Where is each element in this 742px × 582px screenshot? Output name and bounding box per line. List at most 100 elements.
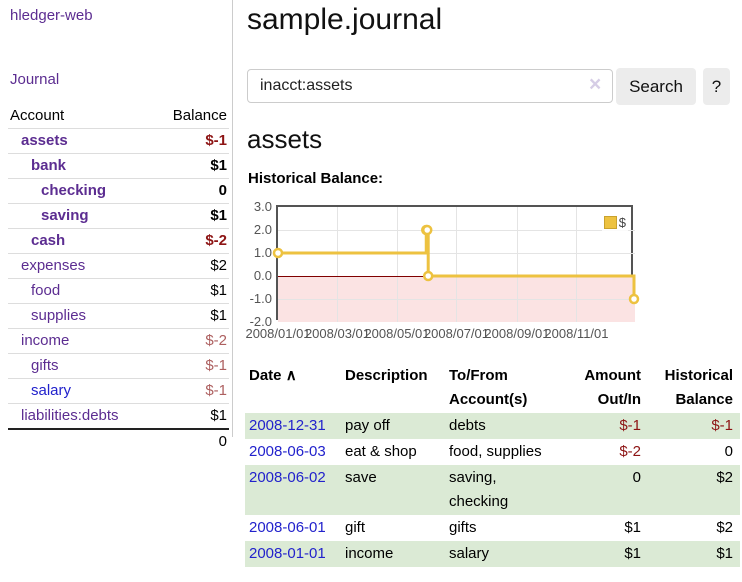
- accounts-table: Account Balance assets $-1 bank $1 check…: [8, 104, 229, 454]
- data-point-marker: [628, 293, 640, 305]
- account-link-saving[interactable]: saving: [41, 207, 89, 224]
- transaction-description: pay off: [345, 417, 390, 434]
- y-axis-tick-label: -1.0: [249, 291, 272, 306]
- y-axis-tick-label: 3.0: [253, 199, 272, 214]
- balance-header-line1: Historical: [664, 367, 733, 384]
- chart-gridline: [396, 207, 398, 322]
- account-row-assets: assets $-1: [8, 128, 229, 154]
- account-balance: $-1: [153, 378, 229, 404]
- register-header-description: Description: [345, 367, 428, 384]
- chart-legend: $: [601, 214, 628, 231]
- account-link-gifts[interactable]: gifts: [31, 357, 59, 374]
- transaction-amount: $-1: [619, 417, 641, 434]
- search-input[interactable]: [247, 69, 613, 103]
- account-balance: $1: [153, 278, 229, 304]
- register-header-row: Date ∧ Description To/From Account(s) Am…: [245, 363, 740, 413]
- transaction-amount: $1: [624, 545, 641, 562]
- account-link-bank[interactable]: bank: [31, 157, 67, 174]
- clear-search-icon[interactable]: ×: [589, 73, 602, 96]
- page-title: sample.journal: [247, 3, 443, 36]
- account-link-supplies[interactable]: supplies: [31, 307, 87, 324]
- transaction-amount: $1: [624, 519, 641, 536]
- transaction-description: gift: [345, 519, 366, 536]
- account-row-gifts: gifts $-1: [8, 353, 229, 379]
- transaction-accounts: salary: [449, 545, 490, 562]
- accounts-header-row: Account Balance: [8, 104, 229, 129]
- transaction-description: save: [345, 469, 377, 486]
- chart-gridline: [516, 207, 518, 322]
- legend-swatch-icon: [603, 216, 617, 229]
- account-balance: 0: [153, 178, 229, 204]
- account-heading: assets: [247, 124, 323, 154]
- app-title-link[interactable]: hledger-web: [10, 7, 93, 24]
- accounts-header-balance: Balance: [172, 107, 227, 124]
- y-axis-tick-label: -2.0: [249, 314, 272, 329]
- account-row-salary: salary $-1: [8, 378, 229, 404]
- y-axis-tick-label: 1.0: [253, 245, 272, 260]
- account-link-cash[interactable]: cash: [31, 232, 66, 249]
- account-balance: $-2: [153, 328, 229, 354]
- x-axis-tick-label: 2008/01/01: [245, 326, 311, 341]
- account-link-expenses[interactable]: expenses: [21, 257, 86, 274]
- account-row-checking: checking 0: [8, 178, 229, 204]
- account-row-liabilities-debts: liabilities:debts $1: [8, 403, 229, 429]
- x-axis-tick-label: 2008/11/01: [544, 326, 609, 341]
- transaction-date-link[interactable]: 2008-06-01: [249, 519, 326, 536]
- account-link-salary[interactable]: salary: [31, 382, 72, 399]
- chart-gridline: [337, 207, 339, 322]
- chart-title: Historical Balance:: [248, 170, 384, 187]
- account-row-cash: cash $-2: [8, 228, 229, 254]
- transaction-date-link[interactable]: 2008-01-01: [249, 545, 326, 562]
- register-table: Date ∧ Description To/From Account(s) Am…: [245, 363, 740, 567]
- account-row-supplies: supplies $1: [8, 303, 229, 329]
- register-row: 2008-01-01 income salary $1 $1: [245, 541, 740, 567]
- account-row-bank: bank $1: [8, 153, 229, 179]
- sidebar: hledger-web Journal Account Balance asse…: [0, 0, 233, 454]
- transaction-date-link[interactable]: 2008-12-31: [249, 417, 326, 434]
- account-balance: $1: [153, 153, 229, 179]
- search-button[interactable]: Search: [616, 68, 696, 105]
- register-header-amount: Amount Out/In: [545, 363, 643, 413]
- x-axis-tick-label: 2008/09/01: [484, 326, 550, 341]
- chart-gridline: [576, 207, 578, 322]
- chart-gridline: [456, 207, 458, 322]
- amount-header-line2: Out/In: [597, 391, 641, 408]
- help-button[interactable]: ?: [703, 68, 730, 105]
- account-balance: $2: [153, 253, 229, 279]
- transaction-accounts: food, supplies: [449, 443, 542, 460]
- account-balance: $-2: [153, 228, 229, 254]
- transaction-balance: $2: [716, 469, 733, 486]
- register-header-date[interactable]: Date ∧: [245, 363, 341, 413]
- sidebar-item-journal[interactable]: Journal: [10, 71, 60, 88]
- balance-series: [272, 224, 640, 305]
- account-row-income: income $-2: [8, 328, 229, 354]
- transaction-accounts: saving, checking: [449, 469, 509, 510]
- account-balance: $1: [153, 403, 229, 429]
- account-balance: $-1: [153, 128, 229, 154]
- balance-header-line2: Balance: [675, 391, 733, 408]
- transaction-accounts: gifts: [449, 519, 477, 536]
- account-row-saving: saving $1: [8, 203, 229, 229]
- y-axis-tick-label: 0.0: [253, 268, 272, 283]
- transaction-description: eat & shop: [345, 443, 417, 460]
- account-link-liabilities-debts[interactable]: liabilities:debts: [21, 407, 119, 424]
- transaction-accounts: debts: [449, 417, 486, 434]
- transaction-balance: $-1: [711, 417, 733, 434]
- account-link-food[interactable]: food: [31, 282, 61, 299]
- transaction-balance: 0: [724, 443, 733, 460]
- transaction-balance: $2: [716, 519, 733, 536]
- transaction-amount: 0: [632, 469, 641, 486]
- x-axis-tick-label: 2008/05/01: [364, 326, 430, 341]
- account-balance: $1: [153, 303, 229, 329]
- register-row: 2008-06-01 gift gifts $1 $2: [245, 515, 740, 541]
- transaction-amount: $-2: [619, 443, 641, 460]
- transaction-date-link[interactable]: 2008-06-02: [249, 469, 326, 486]
- account-link-assets[interactable]: assets: [21, 132, 68, 149]
- account-link-income[interactable]: income: [21, 332, 70, 349]
- transaction-description: income: [345, 545, 394, 562]
- account-row-food: food $1: [8, 278, 229, 304]
- balance-chart[interactable]: $ 3.0 2.0 1.0 0.0 -1.0 -2.0 2008/01/01 2008/03/…: [245, 199, 640, 341]
- account-link-checking[interactable]: checking: [41, 182, 107, 199]
- accounts-total-row: 0: [8, 428, 229, 454]
- transaction-date-link[interactable]: 2008-06-03: [249, 443, 326, 460]
